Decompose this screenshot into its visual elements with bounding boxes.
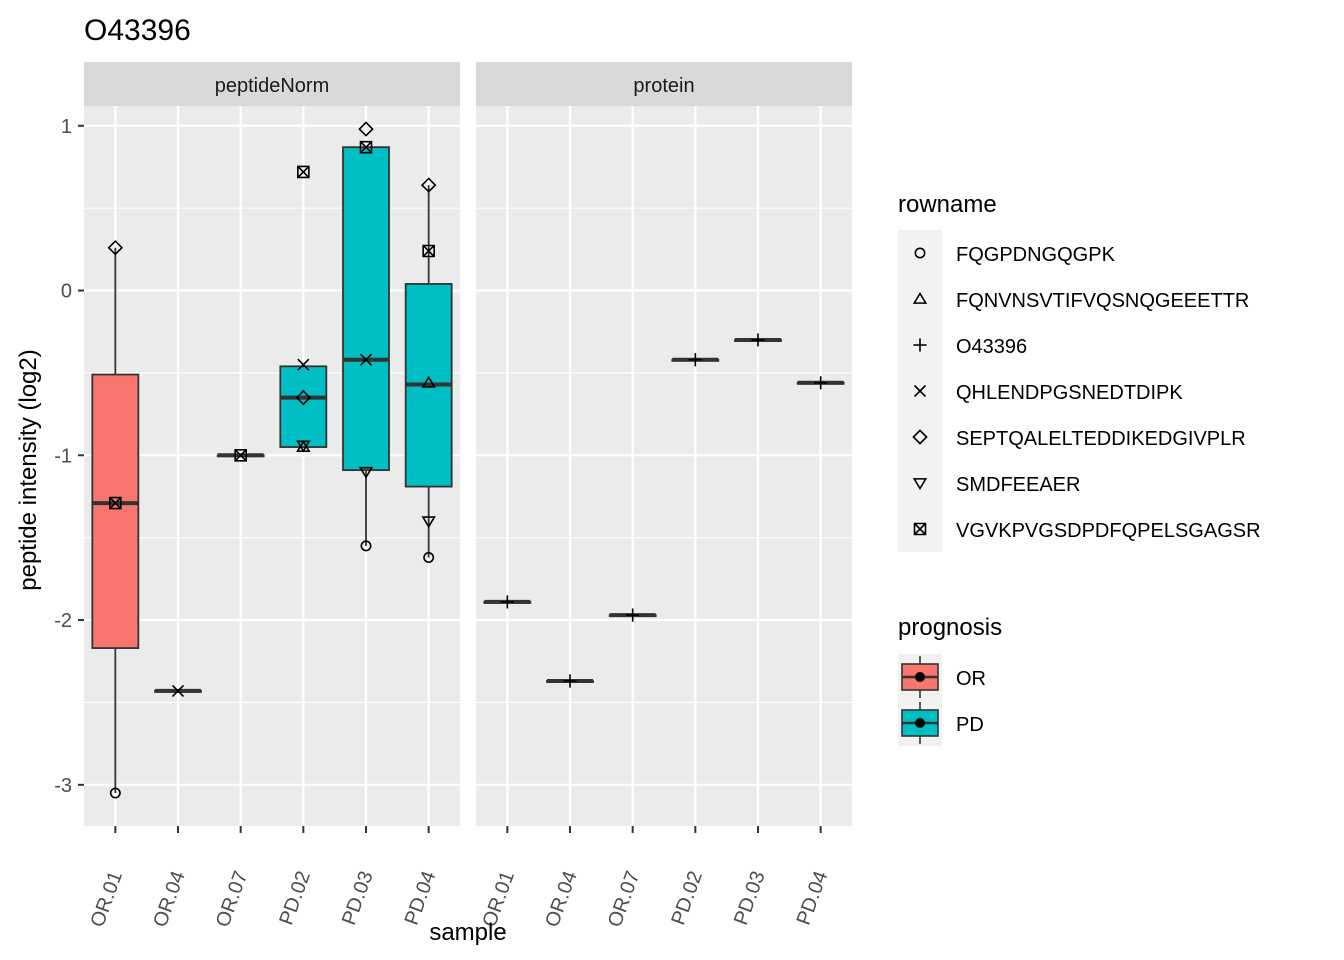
data-point (421, 375, 436, 388)
legend-rowname-label: QHLENDPGSNEDTDIPK (956, 382, 1183, 404)
legend-key (898, 460, 942, 506)
legend-shape-square-cross (913, 522, 927, 536)
x-tick-label: OR.04 (541, 868, 581, 930)
legend-shape-triangle-down (912, 478, 928, 491)
x-tick-label: PD.02 (275, 868, 315, 928)
y-tick-label: 1 (61, 116, 72, 138)
data-point (751, 333, 765, 347)
legend-rowname-label: FQNVNSVTIFVQSNQGEEETTR (956, 290, 1249, 312)
box-PD.04 (404, 185, 453, 558)
legend-prognosis-title: prognosis (898, 614, 1002, 641)
x-tick-label: PD.03 (338, 868, 378, 928)
legend-rowname-label: SMDFEEAER (956, 474, 1080, 496)
data-point (688, 353, 702, 367)
box-PD.02 (279, 365, 328, 448)
legend-rowname-label: VGVKPVGSDPDFQPELSGAGSR (956, 520, 1261, 542)
legend-key (898, 276, 942, 322)
x-tick-label: PD.04 (793, 868, 833, 928)
data-point (563, 674, 577, 688)
legend-shape-plus (913, 338, 927, 352)
box-body (342, 146, 390, 472)
legend-dot (915, 672, 925, 682)
data-point (358, 466, 374, 479)
data-point (109, 787, 121, 799)
data-point (423, 551, 435, 563)
plot-area: -3 -2 -1 0 1 peptideNorm OR.01 OR.04 OR.07 PD.02 P… (54, 62, 852, 930)
data-point (359, 353, 373, 366)
x-tick-label: PD.02 (667, 868, 707, 928)
facet-strip-label: protein (633, 75, 694, 97)
legend-rowname-label: FQGPDNGQGPK (956, 244, 1116, 266)
legend-area: rowname FQGPDNGQGPK FQNVNSVTIFVQSNQGEEETTR… (898, 191, 1261, 746)
panel-background (84, 106, 460, 826)
data-point (358, 121, 374, 137)
data-point (295, 389, 312, 406)
box-body (279, 365, 328, 448)
data-point (421, 516, 436, 529)
legend-prognosis-label: OR (956, 668, 986, 690)
x-tick-label: PD.03 (730, 868, 770, 928)
legend-prognosis-label: PD (956, 714, 984, 736)
x-tick-label: OR.04 (149, 868, 189, 930)
x-tick-label: OR.01 (87, 868, 127, 930)
data-point (814, 376, 828, 390)
box-PD.03 (342, 146, 390, 546)
x-tick-label: OR.07 (212, 868, 252, 930)
box-OR.01 (91, 247, 140, 794)
data-point (422, 244, 435, 258)
legend-shape-cross (913, 384, 927, 398)
data-point (297, 358, 310, 371)
y-tick-label: 0 (61, 281, 72, 303)
y-tick-label: -2 (54, 610, 72, 632)
panel-background (476, 106, 852, 826)
data-point (500, 595, 514, 609)
legend-shape-triangle-up (912, 291, 928, 304)
data-point (296, 440, 311, 453)
facet-strip-label: peptideNorm (215, 75, 330, 97)
legend-rowname-label: SEPTQALELTEDDIKEDGIVPLR (956, 428, 1246, 450)
data-point (107, 239, 124, 256)
legend-shape-circle (914, 247, 926, 259)
legend-rowname-title: rowname (898, 191, 997, 218)
facet-strip (84, 62, 460, 106)
legend-shape-diamond (912, 429, 928, 445)
box-body (91, 373, 140, 649)
data-point (360, 540, 372, 552)
x-tick-label: OR.07 (604, 868, 644, 930)
y-tick-label: -3 (54, 775, 72, 797)
facet-strip (476, 62, 852, 106)
data-point (359, 140, 373, 154)
legend-rowname-label: O43396 (956, 336, 1027, 358)
data-point (626, 608, 640, 622)
data-point (171, 684, 185, 697)
legend-dot (915, 718, 925, 728)
data-point (234, 448, 247, 462)
x-axis-label: sample (429, 919, 506, 946)
data-point (297, 165, 310, 179)
legend-key (898, 414, 942, 460)
y-tick-label: -1 (54, 445, 72, 467)
data-point (420, 177, 437, 193)
y-axis-label: peptide intensity (log2) (15, 349, 42, 590)
legend-key (898, 230, 942, 276)
data-point (109, 496, 122, 510)
chart-title: O43396 (84, 14, 191, 47)
